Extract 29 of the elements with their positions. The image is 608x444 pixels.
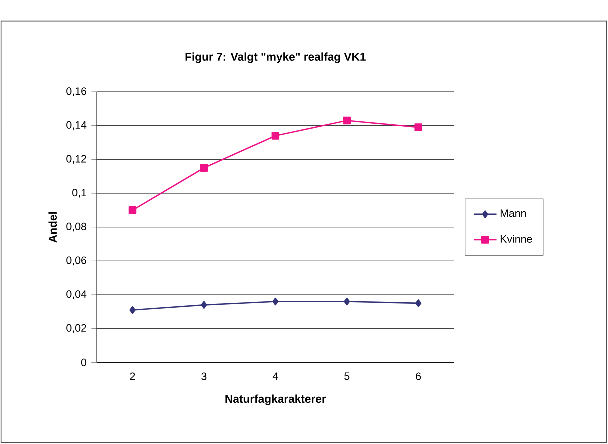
x-tick-label: 4: [272, 372, 278, 380]
chart-title: Figur 7: Valgt "myke" realfag VK1: [186, 52, 366, 64]
y-tick-label: 0,14: [66, 121, 87, 130]
x-axis-title: Naturfagkarakterer: [226, 394, 326, 406]
point: [200, 164, 208, 172]
point: [416, 300, 422, 308]
point: [344, 298, 350, 306]
y-tick-label: 0,08: [66, 222, 86, 232]
point: [272, 132, 280, 140]
point: [272, 298, 279, 306]
point: [343, 116, 351, 125]
y-axis-title: Andel: [48, 212, 58, 243]
x-tick-label: 2: [130, 372, 136, 380]
point: [128, 206, 137, 214]
y-tick-label: 0,04: [66, 290, 87, 300]
x-tick-label: 3: [202, 372, 207, 380]
legend-label: Kvinne: [500, 235, 532, 243]
point: [201, 301, 208, 310]
x-tick-label: 5: [344, 372, 350, 380]
point: [130, 306, 136, 314]
y-tick-label: 0: [81, 358, 87, 366]
y-tick-label: 0,06: [66, 256, 86, 266]
y-tick-label: 0,12: [66, 155, 86, 164]
point: [414, 124, 422, 132]
y-tick-label: 0,1: [72, 189, 86, 198]
y-tick-label: 0,02: [66, 324, 86, 334]
y-tick-label: 0,16: [66, 88, 86, 96]
legend-label: Mann: [500, 210, 526, 218]
x-tick-label: 6: [416, 372, 422, 380]
